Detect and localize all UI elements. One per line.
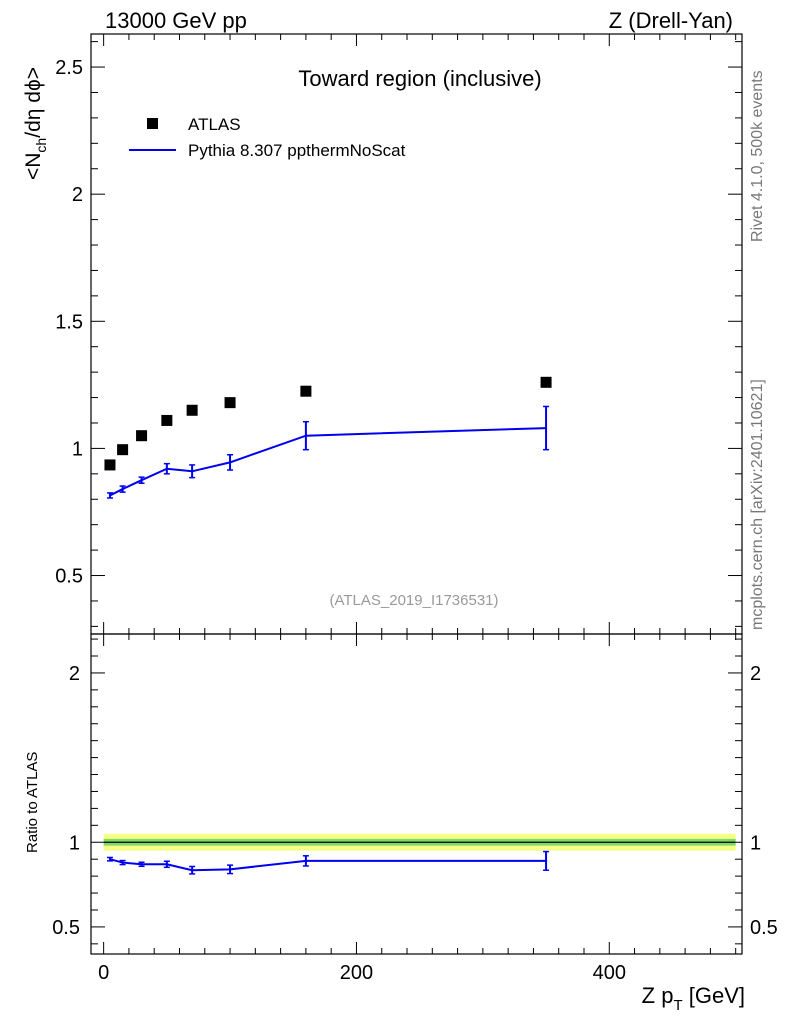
mcplots-label: mcplots.cern.ch [arXiv:2401.10621] xyxy=(749,379,766,630)
y-tick-label-right: 2 xyxy=(750,663,761,685)
x-axis-label: Z pT [GeV] xyxy=(642,983,745,1014)
legend-mc-label: Pythia 8.307 ppthermNoScat xyxy=(188,141,406,160)
y-tick-label: 2 xyxy=(72,184,83,206)
atlas-data-point xyxy=(117,444,129,456)
atlas-data-point xyxy=(104,459,116,471)
legend-atlas-marker xyxy=(147,118,158,129)
ratio-axis-ticks: 0 200 400 0.5 0.5 1 1 2 2 xyxy=(52,634,778,984)
main-data-layer xyxy=(104,376,552,499)
atlas-data-point xyxy=(300,385,312,397)
y-tick-label: 2 xyxy=(69,663,80,685)
header-left: 13000 GeV pp xyxy=(105,8,247,33)
ratio-y-axis-label: Ratio to ATLAS xyxy=(24,752,41,853)
legend: ATLAS Pythia 8.307 ppthermNoScat xyxy=(129,115,406,160)
y-tick-label: 1.5 xyxy=(55,311,83,333)
x-tick-label: 200 xyxy=(340,962,373,984)
x-tick-label: 0 xyxy=(98,962,109,984)
ratio-data-layer xyxy=(106,850,550,875)
header-right: Z (Drell-Yan) xyxy=(609,8,733,33)
ratio-mc-line xyxy=(109,858,547,872)
atlas-data-point xyxy=(186,404,198,416)
y-tick-label: 1 xyxy=(72,438,83,460)
main-y-axis-label: <Nch/dη dϕ> xyxy=(22,67,49,180)
rivet-label: Rivet 4.1.0, 500k events xyxy=(749,70,766,242)
mc-line xyxy=(109,427,547,497)
legend-atlas-label: ATLAS xyxy=(188,115,241,134)
x-tick-label: 400 xyxy=(593,962,626,984)
analysis-watermark: (ATLAS_2019_I1736531) xyxy=(329,592,498,609)
y-tick-label: 0.5 xyxy=(55,566,83,588)
atlas-data-point xyxy=(136,430,148,442)
ratio-panel-frame xyxy=(90,633,743,955)
y-tick-label: 0.5 xyxy=(52,917,80,939)
atlas-data-point xyxy=(540,376,552,388)
main-axis-ticks: 0.5 1 1.5 2 2.5 xyxy=(55,34,742,634)
y-tick-label: 1 xyxy=(69,832,80,854)
atlas-data-point xyxy=(224,397,236,409)
y-tick-label-right: 0.5 xyxy=(750,917,778,939)
y-tick-label: 2.5 xyxy=(55,57,83,79)
y-tick-label-right: 1 xyxy=(750,832,761,854)
plot-title: Toward region (inclusive) xyxy=(298,66,541,91)
atlas-data-point xyxy=(161,414,173,426)
